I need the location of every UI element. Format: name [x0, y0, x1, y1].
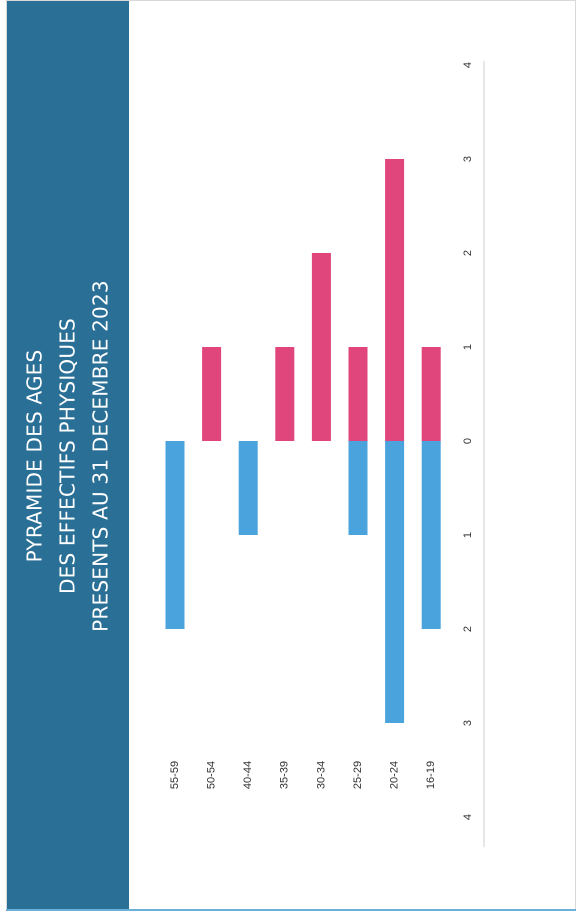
age-category-label: 40-44: [242, 761, 254, 789]
men-bar: [165, 441, 185, 629]
women-bar: [385, 159, 405, 441]
age-category-label: 35-39: [279, 761, 291, 789]
title-band: PYRAMIDE DES AGES DES EFFECTIFS PHYSIQUE…: [7, 1, 129, 911]
women-bar: [348, 347, 368, 441]
page-bottom-edge: [6, 909, 576, 911]
value-tick-label: 3: [462, 720, 474, 726]
report-page: PYRAMIDE DES AGES DES EFFECTIFS PHYSIQUE…: [6, 0, 576, 911]
value-tick-label: 4: [462, 62, 474, 68]
men-bar: [421, 441, 441, 629]
value-tick-label: 4: [462, 814, 474, 820]
age-category-label: 20-24: [389, 761, 401, 789]
women-bar: [311, 253, 331, 441]
age-category-label: 50-54: [206, 761, 218, 789]
women-bar: [275, 347, 295, 441]
value-tick-label: 2: [462, 250, 474, 256]
men-bar: [238, 441, 258, 535]
value-tick-label: 3: [462, 156, 474, 162]
value-tick-label: 1: [462, 532, 474, 538]
men-bar: [385, 441, 405, 723]
age-category-label: 25-29: [352, 761, 364, 789]
men-bar: [348, 441, 368, 535]
value-tick-label: 2: [462, 626, 474, 632]
value-tick-label: 1: [462, 344, 474, 350]
age-category-label: 55-59: [169, 761, 181, 789]
age-category-label: 30-34: [315, 761, 327, 789]
value-tick-label: 0: [462, 438, 474, 444]
women-bar: [202, 347, 222, 441]
age-category-label: 16-19: [425, 761, 437, 789]
women-bar: [421, 347, 441, 441]
